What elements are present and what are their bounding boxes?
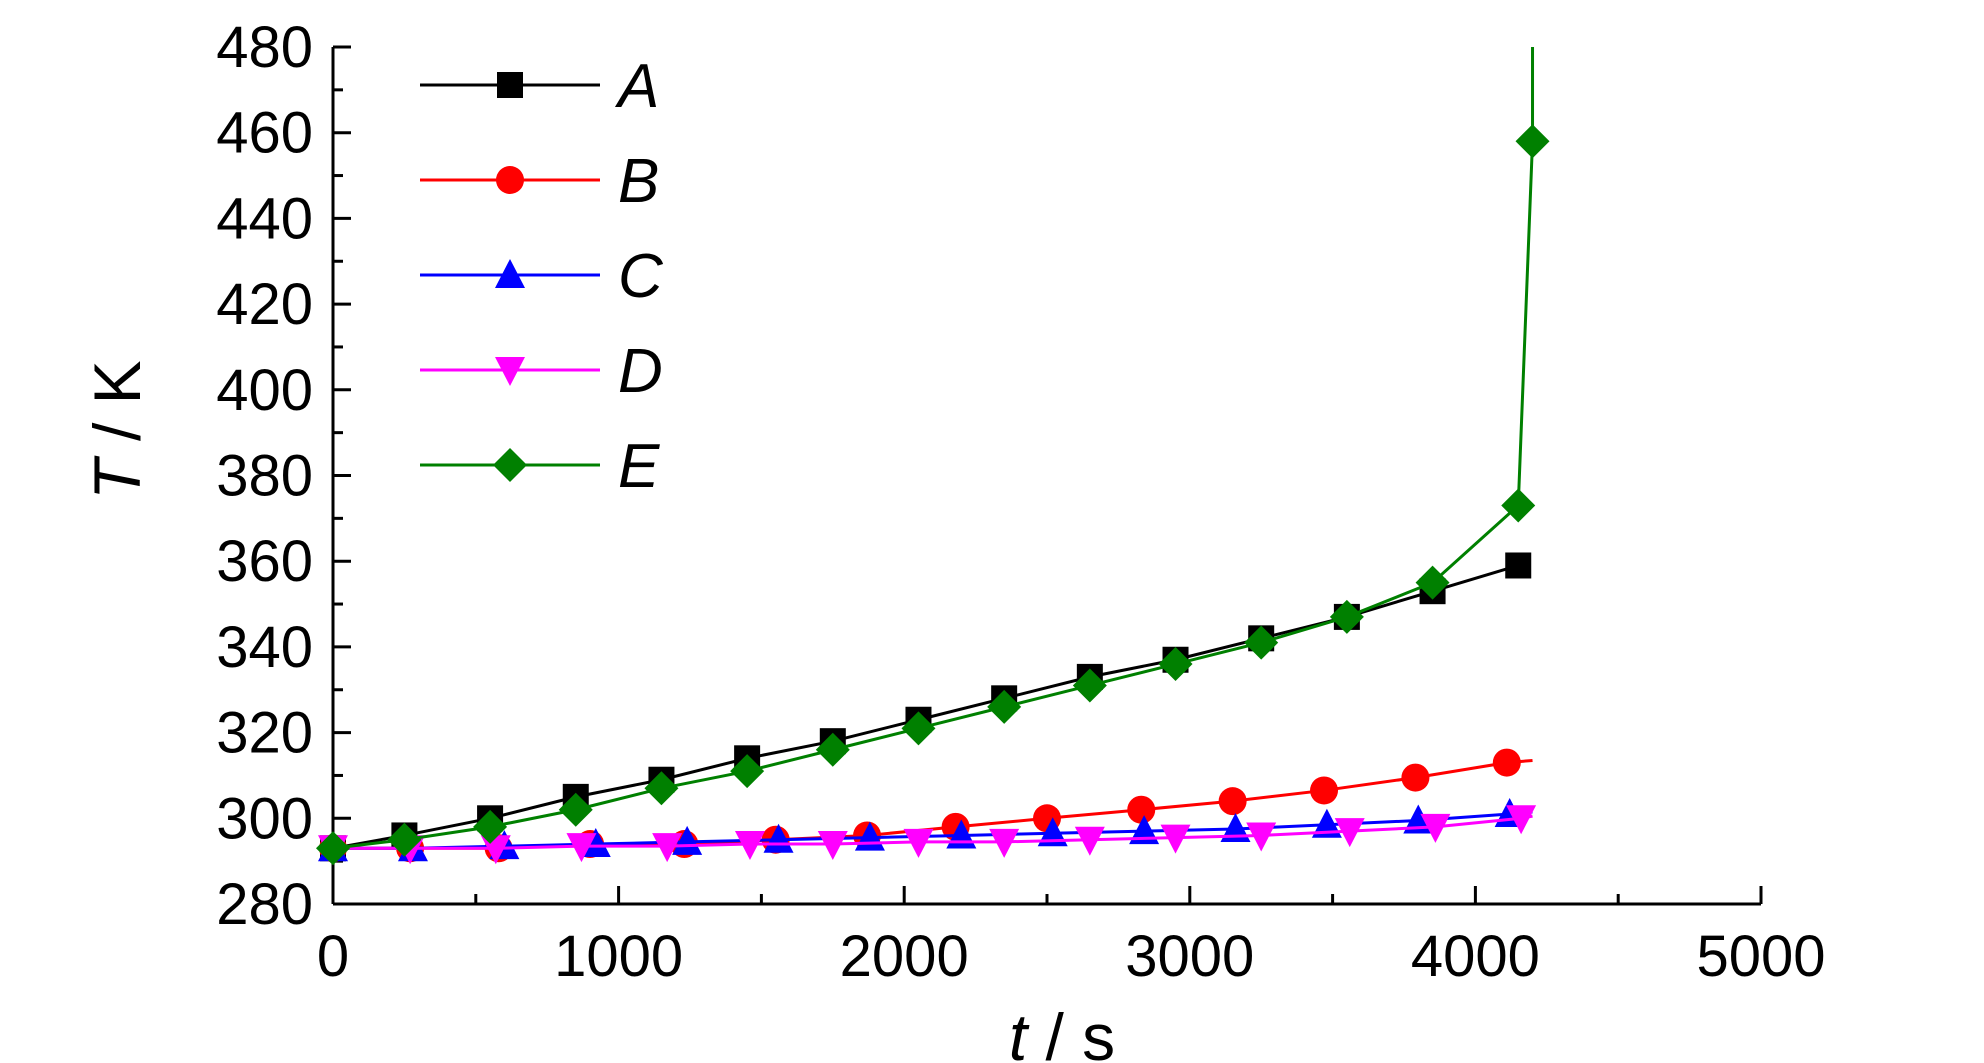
data-point — [1505, 552, 1532, 579]
x-tick-label: 0 — [317, 924, 349, 989]
legend-marker — [497, 72, 523, 98]
data-point — [473, 809, 508, 844]
data-point — [1506, 805, 1537, 835]
data-point — [580, 828, 611, 858]
x-axis-unit: / s — [1027, 1000, 1115, 1063]
legend-label: C — [618, 242, 664, 311]
legend-marker — [493, 448, 527, 482]
legend-marker — [496, 166, 524, 194]
data-point — [1415, 565, 1450, 600]
series-d — [318, 805, 1537, 865]
y-tick-label: 300 — [216, 786, 313, 851]
y-tick-label: 320 — [216, 701, 313, 766]
axes: 0 1000 2000 3000 4000 5000 280 300 320 340 360 380 4… — [216, 15, 1825, 989]
legend-label: A — [614, 52, 659, 121]
data-point — [316, 831, 350, 866]
y-axis-title: T / K — [80, 360, 154, 499]
x-tick-label: 5000 — [1696, 924, 1825, 989]
series-line — [333, 814, 1533, 850]
x-tick-label: 2000 — [840, 924, 969, 989]
data-point — [1127, 795, 1156, 824]
y-tick-label: 460 — [216, 101, 313, 166]
legend-marker — [495, 259, 525, 288]
x-tick-label: 3000 — [1125, 924, 1254, 989]
data-point — [1158, 647, 1193, 682]
data-point — [672, 825, 703, 855]
y-axis-symbol: T — [80, 455, 154, 500]
data-point — [1420, 813, 1451, 843]
legend-item-e: E — [420, 432, 660, 501]
data-point — [901, 711, 936, 746]
data-point — [817, 831, 848, 861]
y-tick-label: 400 — [216, 358, 313, 423]
x-tick-label: 4000 — [1411, 924, 1540, 989]
data-point — [1515, 124, 1550, 159]
y-tick-label: 420 — [216, 272, 313, 337]
series-e — [316, 47, 1550, 866]
series-a — [320, 552, 1532, 862]
legend-label: E — [618, 432, 660, 501]
y-tick-label: 360 — [216, 529, 313, 594]
data-point — [730, 754, 765, 789]
data-point — [734, 831, 765, 861]
data-point — [1329, 599, 1364, 634]
x-axis-symbol: t — [1009, 1000, 1030, 1063]
data-point — [1074, 826, 1105, 856]
x-axis-title: t / s — [1009, 1000, 1115, 1063]
y-tick-label: 340 — [216, 615, 313, 680]
data-point — [989, 828, 1020, 858]
y-tick-label: 280 — [216, 872, 313, 937]
data-point — [1246, 822, 1277, 852]
data-point — [566, 833, 597, 863]
legend-label: B — [618, 147, 659, 216]
data-point — [815, 732, 850, 767]
data-point — [1218, 787, 1247, 816]
legend-item-d: D — [420, 337, 663, 406]
x-tick-label: 1000 — [554, 924, 683, 989]
legend-item-a: A — [420, 52, 659, 121]
data-point — [1072, 668, 1107, 703]
data-point — [903, 828, 934, 858]
y-tick-label: 440 — [216, 186, 313, 251]
legend-label: D — [618, 337, 663, 406]
y-axis-unit: / K — [80, 360, 154, 459]
legend-item-c: C — [420, 242, 664, 311]
data-point — [1492, 748, 1521, 777]
data-point — [558, 792, 593, 827]
data-point — [644, 771, 679, 806]
data-point — [1310, 776, 1339, 805]
data-point — [1244, 625, 1279, 660]
series-group — [316, 47, 1550, 866]
legend-item-b: B — [420, 147, 659, 216]
y-tick-label: 380 — [216, 444, 313, 509]
data-point — [1160, 824, 1191, 854]
data-point — [480, 835, 511, 865]
data-point — [1334, 818, 1365, 848]
data-point — [1501, 488, 1536, 523]
data-point — [387, 822, 422, 857]
legend-marker — [495, 357, 525, 386]
y-tick-label: 480 — [216, 15, 313, 80]
data-point — [652, 833, 683, 863]
data-point — [1401, 763, 1430, 792]
data-point — [987, 689, 1022, 724]
